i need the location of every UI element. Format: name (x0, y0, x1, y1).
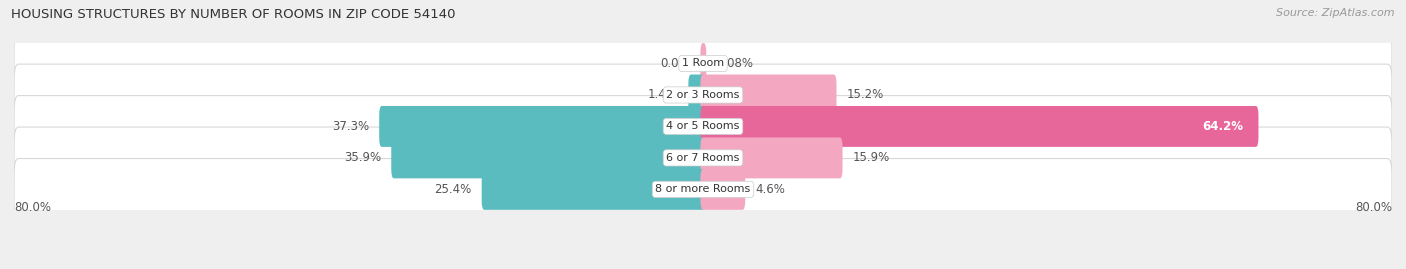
Legend: Owner-occupied, Renter-occupied: Owner-occupied, Renter-occupied (578, 268, 828, 269)
FancyBboxPatch shape (700, 106, 1258, 147)
Text: 1.4%: 1.4% (648, 89, 678, 101)
FancyBboxPatch shape (391, 137, 706, 178)
Text: 80.0%: 80.0% (14, 201, 51, 214)
Text: 15.9%: 15.9% (853, 151, 890, 164)
FancyBboxPatch shape (380, 106, 706, 147)
FancyBboxPatch shape (700, 137, 842, 178)
Text: 0.0%: 0.0% (661, 57, 690, 70)
FancyBboxPatch shape (14, 95, 1392, 157)
Text: 35.9%: 35.9% (344, 151, 381, 164)
FancyBboxPatch shape (689, 75, 706, 115)
Text: 25.4%: 25.4% (434, 183, 471, 196)
Text: 4 or 5 Rooms: 4 or 5 Rooms (666, 121, 740, 132)
Text: 4.6%: 4.6% (755, 183, 786, 196)
Text: Source: ZipAtlas.com: Source: ZipAtlas.com (1277, 8, 1395, 18)
FancyBboxPatch shape (700, 43, 706, 84)
FancyBboxPatch shape (14, 33, 1392, 94)
Text: 37.3%: 37.3% (332, 120, 368, 133)
Text: 1 Room: 1 Room (682, 58, 724, 69)
FancyBboxPatch shape (14, 158, 1392, 220)
FancyBboxPatch shape (482, 169, 706, 210)
Text: 8 or more Rooms: 8 or more Rooms (655, 184, 751, 194)
Text: 2 or 3 Rooms: 2 or 3 Rooms (666, 90, 740, 100)
Text: 6 or 7 Rooms: 6 or 7 Rooms (666, 153, 740, 163)
Text: 80.0%: 80.0% (1355, 201, 1392, 214)
FancyBboxPatch shape (14, 127, 1392, 189)
Text: HOUSING STRUCTURES BY NUMBER OF ROOMS IN ZIP CODE 54140: HOUSING STRUCTURES BY NUMBER OF ROOMS IN… (11, 8, 456, 21)
Text: 0.08%: 0.08% (717, 57, 754, 70)
FancyBboxPatch shape (700, 169, 745, 210)
FancyBboxPatch shape (700, 75, 837, 115)
Text: 64.2%: 64.2% (1202, 120, 1243, 133)
FancyBboxPatch shape (14, 64, 1392, 126)
Text: 15.2%: 15.2% (846, 89, 884, 101)
